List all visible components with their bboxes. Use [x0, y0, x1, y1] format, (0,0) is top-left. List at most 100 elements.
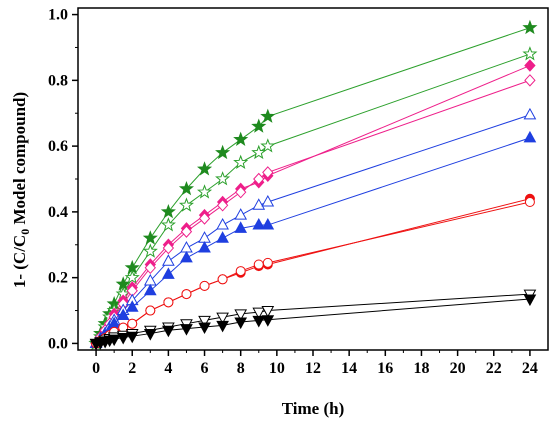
circle-marker: [199, 280, 210, 291]
star-marker: [260, 108, 276, 123]
triangle-down-marker: [261, 315, 275, 327]
star-marker: [142, 243, 158, 258]
axes: 0 2 4 6 8 10 12 14 16 18 20 22 240.00.20.40.60.81.0: [48, 7, 549, 377]
series-line: [95, 293, 530, 344]
y-axis-label-tail: Model compound): [10, 92, 29, 229]
triangle-down-marker: [162, 325, 175, 338]
circle-marker: [181, 289, 192, 300]
triangle-up-marker: [252, 198, 266, 210]
y-tick-label: 0.6: [48, 138, 68, 155]
triangle-up-marker: [234, 208, 248, 220]
series-triangle-up-filled: [89, 130, 537, 348]
triangle-up-marker: [523, 107, 537, 120]
series-star-filled: [88, 19, 538, 350]
triangle-up-marker: [216, 218, 229, 230]
triangle-down-marker: [523, 294, 537, 307]
x-tick-label: 6: [201, 360, 209, 377]
triangle-up-marker: [261, 194, 275, 207]
triangle-up-marker: [162, 267, 175, 279]
series-line: [95, 137, 531, 344]
star-marker: [251, 144, 267, 160]
x-tick-label: 10: [269, 360, 285, 377]
triangle-down-marker: [216, 320, 229, 333]
series-line: [95, 198, 531, 344]
circle-marker: [217, 274, 228, 285]
series-triangle-down-open: [89, 289, 537, 351]
x-tick-label: 12: [305, 360, 321, 377]
x-tick-label: 24: [522, 360, 538, 377]
triangle-up-marker: [180, 250, 193, 263]
y-axis-label: 1- (C/C0 Model compound): [10, 92, 32, 288]
circle-marker: [262, 257, 273, 268]
series-triangle-down-filled: [89, 294, 537, 351]
star-marker: [260, 138, 276, 153]
x-axis-label: Time (h): [282, 399, 345, 418]
triangle-down-marker: [180, 324, 193, 336]
star-marker: [124, 269, 140, 285]
triangle-down-marker: [261, 306, 275, 318]
diamond-marker: [180, 225, 193, 238]
x-tick-label: 0: [92, 360, 100, 377]
series-layer: [88, 19, 538, 351]
diamond-marker: [144, 261, 156, 275]
x-tick-label: 2: [128, 360, 136, 377]
star-marker: [142, 230, 158, 245]
series-diamond-filled: [90, 59, 536, 350]
y-axis-label-main: 1- (C/C: [10, 235, 29, 288]
star-marker: [197, 161, 213, 176]
diamond-marker: [198, 212, 211, 225]
diamond-marker: [162, 241, 175, 255]
star-marker: [522, 46, 538, 61]
plot-frame: [77, 7, 549, 351]
triangle-up-marker: [180, 241, 193, 253]
triangle-up-marker: [162, 254, 175, 266]
series-line: [95, 114, 531, 344]
triangle-up-marker: [234, 221, 248, 233]
x-tick-label: 4: [164, 360, 172, 377]
triangle-down-marker: [116, 333, 130, 345]
y-tick-label: 0.2: [48, 270, 68, 287]
x-tick-label: 8: [237, 360, 245, 377]
triangle-down-marker: [234, 317, 248, 330]
star-marker: [233, 154, 249, 169]
triangle-down-marker: [198, 315, 211, 328]
star-marker: [215, 171, 231, 186]
x-tick-label: 18: [413, 360, 429, 377]
triangle-down-marker: [107, 334, 121, 347]
x-tick-label: 14: [341, 360, 357, 377]
y-tick-label: 1.0: [48, 7, 68, 24]
triangle-up-marker: [261, 218, 275, 230]
circle-marker: [145, 305, 156, 316]
diamond-marker: [235, 185, 247, 199]
star-marker: [251, 118, 267, 133]
triangle-down-marker: [125, 331, 139, 344]
triangle-up-marker: [216, 231, 229, 243]
triangle-down-marker: [143, 329, 157, 341]
triangle-up-marker: [198, 241, 211, 253]
series-line: [95, 53, 531, 344]
triangle-up-marker: [523, 130, 537, 143]
star-marker: [233, 131, 249, 146]
y-tick-label: 0.0: [48, 335, 68, 352]
y-tick-label: 0.4: [48, 204, 68, 221]
diamond-marker: [524, 74, 536, 87]
diamond-marker: [216, 199, 229, 212]
circle-marker: [524, 197, 535, 208]
triangle-down-marker: [198, 322, 211, 335]
x-tick-label: 16: [377, 360, 393, 377]
diamond-marker: [262, 166, 274, 179]
y-axis-label-sub: 0: [18, 229, 32, 235]
x-tick-label: 22: [486, 360, 502, 377]
circle-marker: [163, 297, 174, 308]
triangle-up-marker: [143, 283, 157, 296]
diamond-marker: [524, 59, 536, 72]
triangle-up-marker: [198, 231, 211, 243]
star-marker: [178, 197, 194, 212]
series-circle-filled: [91, 193, 535, 349]
triangle-down-marker: [252, 307, 266, 320]
star-marker: [215, 144, 231, 160]
triangle-up-marker: [252, 218, 266, 230]
series-line: [95, 27, 531, 344]
diamond-marker: [253, 172, 265, 186]
circle-marker: [127, 318, 138, 329]
